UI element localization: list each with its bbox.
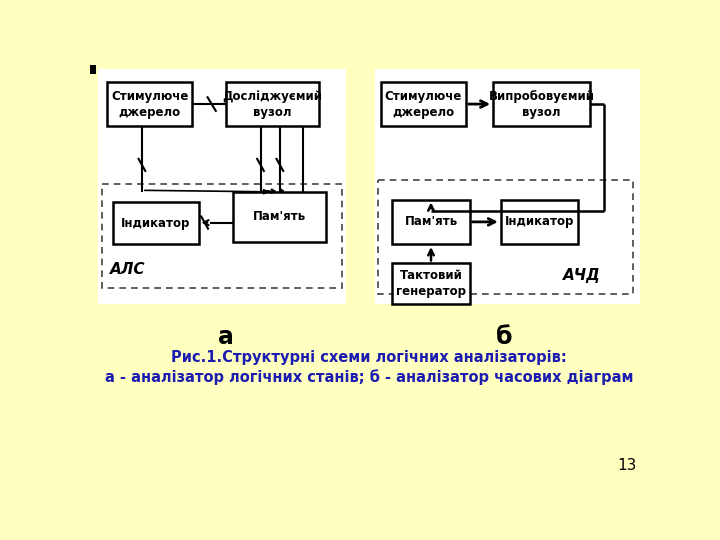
Bar [233,192,326,242]
Text: Індикатор: Індикатор [505,215,574,228]
Text: Тактовий
генератор: Тактовий генератор [396,269,466,298]
Text: Рис.1.Структурні схеми логічних аналізаторів:: Рис.1.Структурні схеми логічних аналізат… [171,350,567,364]
Text: Стимулюче
джерело: Стимулюче джерело [111,90,189,119]
Bar [375,69,640,303]
Text: а: а [217,325,233,349]
Bar [98,69,346,303]
Bar [107,82,192,126]
Text: б: б [496,325,513,349]
Bar [113,202,199,244]
Text: Стимулюче
джерело: Стимулюче джерело [384,90,462,119]
Text: АЧД: АЧД [563,268,600,284]
Text: 13: 13 [617,458,636,473]
Bar [381,82,466,126]
Text: Пам'ять: Пам'ять [405,215,458,228]
Bar [102,184,342,288]
Bar [90,65,96,74]
Bar [500,200,578,244]
Text: АЛС: АЛС [110,262,145,277]
Bar [392,264,469,303]
Text: Пам'ять: Пам'ять [253,211,307,224]
Text: Індикатор: Індикатор [121,217,191,230]
Bar [378,180,632,294]
Bar [225,82,319,126]
Text: а - аналізатор логічних станів; б - аналізатор часових діаграм: а - аналізатор логічних станів; б - анал… [104,370,634,386]
Bar [493,82,590,126]
Text: Досліджуємий
вузол: Досліджуємий вузол [222,90,322,119]
Text: Випробовуємий
вузол: Випробовуємий вузол [488,90,595,119]
Bar [392,200,469,244]
